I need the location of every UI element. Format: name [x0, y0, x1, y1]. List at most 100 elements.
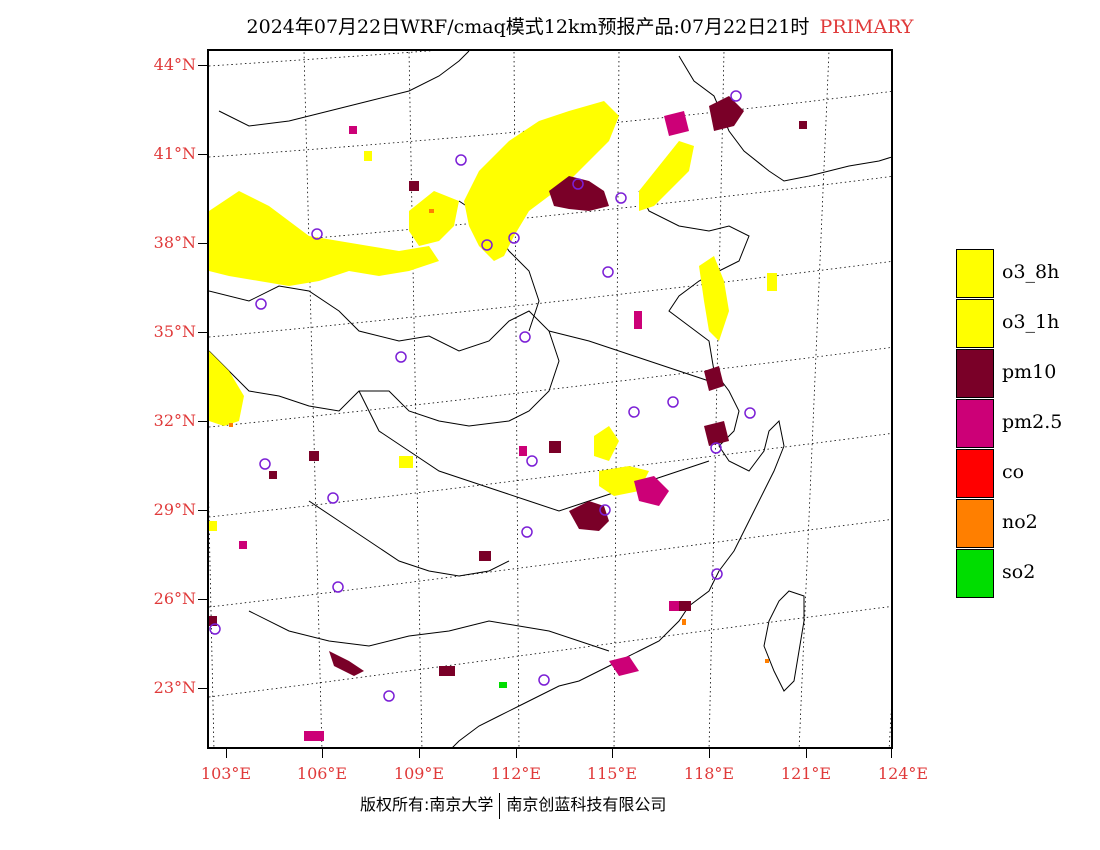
- legend-label: o3_8h: [1002, 261, 1060, 283]
- footer-divider: [499, 792, 501, 819]
- province-border-sw: [308, 500, 510, 577]
- pm10-region-hebei: [549, 176, 609, 211]
- lat-tick: [198, 243, 207, 244]
- legend-label: co: [1002, 461, 1025, 483]
- pm25-areas: [239, 111, 689, 741]
- o3-region-sichuan: [209, 351, 244, 426]
- station-marker: [508, 232, 520, 244]
- station-markers: [209, 90, 756, 702]
- pm25-spot: [239, 541, 247, 549]
- lon-label-121: 121°E: [780, 764, 832, 783]
- lon-tick: [709, 749, 710, 758]
- no2-spot: [429, 209, 434, 213]
- pm25-spot: [349, 126, 357, 134]
- o3-spot: [399, 456, 413, 468]
- pm10-region-zhejiang: [704, 421, 729, 446]
- lon-tick: [516, 749, 517, 758]
- boundaries: [209, 51, 891, 747]
- gridline-lon-121: [798, 51, 830, 747]
- lat-label-26: 26°N: [153, 589, 196, 608]
- station-marker: [538, 674, 550, 686]
- pm25-spot: [634, 311, 642, 329]
- o3-region-north: [209, 191, 439, 286]
- station-marker: [327, 492, 339, 504]
- gridline-lon-109: [408, 51, 423, 747]
- copyright-right: 南京创蓝科技有限公司: [506, 795, 667, 814]
- o3-spot: [767, 273, 777, 291]
- map-panel[interactable]: [207, 49, 893, 749]
- o3-region-shandong: [699, 256, 729, 341]
- station-marker: [481, 239, 493, 251]
- lon-label-112: 112°E: [490, 764, 542, 783]
- pm10-spot: [549, 441, 561, 453]
- lat-label-32: 32°N: [153, 411, 196, 430]
- lat-tick: [198, 688, 207, 689]
- pm10-region-jiangsu: [704, 366, 724, 391]
- lat-label-23: 23°N: [153, 678, 196, 697]
- taiwan-outline: [763, 590, 805, 692]
- lon-label-118: 118°E: [683, 764, 735, 783]
- lon-tick: [322, 749, 323, 758]
- station-marker: [332, 581, 344, 593]
- station-marker: [255, 298, 267, 310]
- no2-spot: [229, 423, 233, 427]
- lat-tick: [198, 65, 207, 66]
- gridline-lat-44: [209, 51, 434, 67]
- province-border-west: [209, 285, 560, 427]
- o3-region-anhui: [594, 426, 619, 461]
- station-marker: [710, 442, 722, 454]
- legend-swatch: [956, 499, 994, 548]
- north-border: [218, 51, 470, 127]
- lat-tick: [198, 599, 207, 600]
- o3-areas: [209, 101, 777, 531]
- lat-label-35: 35°N: [153, 322, 196, 341]
- gridline-lon-106: [303, 51, 323, 747]
- lat-label-44: 44°N: [153, 55, 196, 74]
- station-marker: [521, 526, 533, 538]
- lon-label-109: 109°E: [393, 764, 445, 783]
- lon-label-103: 103°E: [200, 764, 252, 783]
- legend-swatch: [956, 299, 994, 348]
- lon-label-106: 106°E: [296, 764, 348, 783]
- o3-region-shanxi: [409, 191, 459, 246]
- lat-tick: [198, 510, 207, 511]
- pm25-spot: [669, 601, 679, 611]
- legend-label: o3_1h: [1002, 311, 1060, 333]
- station-marker: [383, 690, 395, 702]
- station-marker: [572, 178, 584, 190]
- so2-spot: [499, 682, 507, 688]
- pm10-region-liaoning: [709, 96, 744, 131]
- lat-label-29: 29°N: [153, 500, 196, 519]
- gridline-lon-118: [708, 51, 725, 747]
- gridline-lon-124: [888, 708, 891, 747]
- station-marker: [395, 351, 407, 363]
- pm25-region-north: [664, 111, 689, 136]
- legend-swatch: [956, 349, 994, 398]
- o3-spot: [364, 151, 372, 161]
- station-marker: [455, 154, 467, 166]
- lon-tick: [806, 749, 807, 758]
- station-marker: [615, 192, 627, 204]
- lon-label-124: 124°E: [877, 764, 929, 783]
- lon-tick: [612, 749, 613, 758]
- station-marker: [730, 90, 742, 102]
- o3-region-north-central: [464, 101, 619, 261]
- pm10-spot: [269, 471, 277, 479]
- lon-tick: [891, 749, 892, 758]
- station-marker: [628, 406, 640, 418]
- station-marker: [667, 396, 679, 408]
- o3-region-beijing: [639, 141, 694, 211]
- pm10-spot: [309, 451, 319, 461]
- pm10-region-guangxi: [329, 651, 364, 676]
- station-marker: [209, 623, 221, 635]
- pm10-region-hunan: [569, 501, 609, 531]
- pm25-spot: [304, 731, 324, 741]
- station-marker: [311, 228, 323, 240]
- legend-swatch: [956, 549, 994, 598]
- legend-label: so2: [1002, 561, 1036, 583]
- lon-tick: [419, 749, 420, 758]
- station-marker: [519, 331, 531, 343]
- so2-spots: [499, 682, 507, 688]
- station-marker: [526, 455, 538, 467]
- copyright-footer: 版权所有:南京大学 南京创蓝科技有限公司: [360, 791, 666, 819]
